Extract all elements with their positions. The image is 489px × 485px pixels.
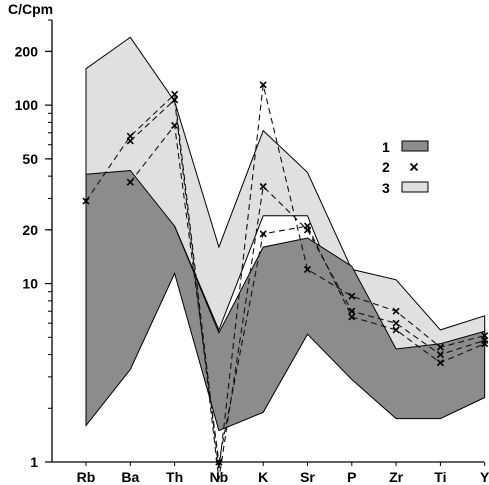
series-3-point-7 [392, 326, 400, 334]
field-1-dark-area [85, 169, 486, 432]
x-tick-label-ti: Ti [434, 469, 446, 485]
y-axis-title: C/Cpm [8, 1, 53, 17]
legend-label-2: 2 [382, 159, 390, 175]
x-tick-label-nb: Nb [210, 469, 229, 485]
legend-label-1: 1 [382, 139, 390, 155]
y-tick-label: 1 [30, 454, 38, 470]
y-tick-label: 200 [15, 43, 39, 59]
series-1-point-1 [82, 197, 90, 205]
y-axis: 1 10 20 50 100 200 [15, 19, 53, 470]
x-tick-label-k: K [258, 469, 268, 485]
legend: 1 2 3 [382, 139, 429, 196]
legend-label-3: 3 [382, 180, 390, 196]
series-1-point-5 [259, 81, 267, 89]
series-3-point-2 [171, 121, 179, 129]
series-2-point-1 [126, 137, 134, 145]
y-tick-label: 20 [22, 222, 38, 238]
series-1-point-6 [303, 265, 312, 273]
x-tick-label-p: P [347, 469, 356, 485]
series-3-point-5 [303, 222, 312, 230]
series-1-point-3 [171, 90, 179, 98]
x-tick-label-rb: Rb [77, 469, 96, 485]
series-3-point-8 [436, 359, 444, 367]
series-3-point-9 [481, 340, 489, 348]
legend-x-marker-icon [409, 162, 419, 172]
series-1-point-7 [348, 292, 356, 300]
x-tick-label-y: Y [480, 469, 489, 485]
x-tick-label-sr: Sr [300, 469, 315, 485]
y-tick-label: 10 [22, 276, 38, 292]
x-tick-label-zr: Zr [389, 469, 404, 485]
y-tick-label: 50 [22, 151, 38, 167]
y-tick-label: 100 [15, 97, 39, 113]
series-3-point-4 [259, 230, 267, 238]
series-3-line [129, 124, 485, 463]
x-tick-label-ba: Ba [121, 469, 139, 485]
legend-swatch-light [401, 181, 429, 193]
series-1-line [85, 84, 485, 471]
series-2-point-8 [436, 351, 444, 359]
legend-swatch-dark [401, 140, 429, 152]
x-tick-label-th: Th [166, 469, 183, 485]
x-axis: Rb Ba Th Nb K Sr P Zr Ti Y [52, 461, 489, 485]
series-1-point-9 [436, 343, 444, 351]
series-2-point-2 [171, 96, 179, 104]
series-3-point-1 [126, 178, 134, 186]
series-layer [82, 81, 489, 480]
series-1-point-8 [392, 307, 400, 315]
series-2-point-4 [259, 182, 267, 191]
series-3-point-6 [348, 313, 356, 321]
series-2-point-7 [392, 319, 400, 327]
dark-field-layer [85, 169, 486, 432]
